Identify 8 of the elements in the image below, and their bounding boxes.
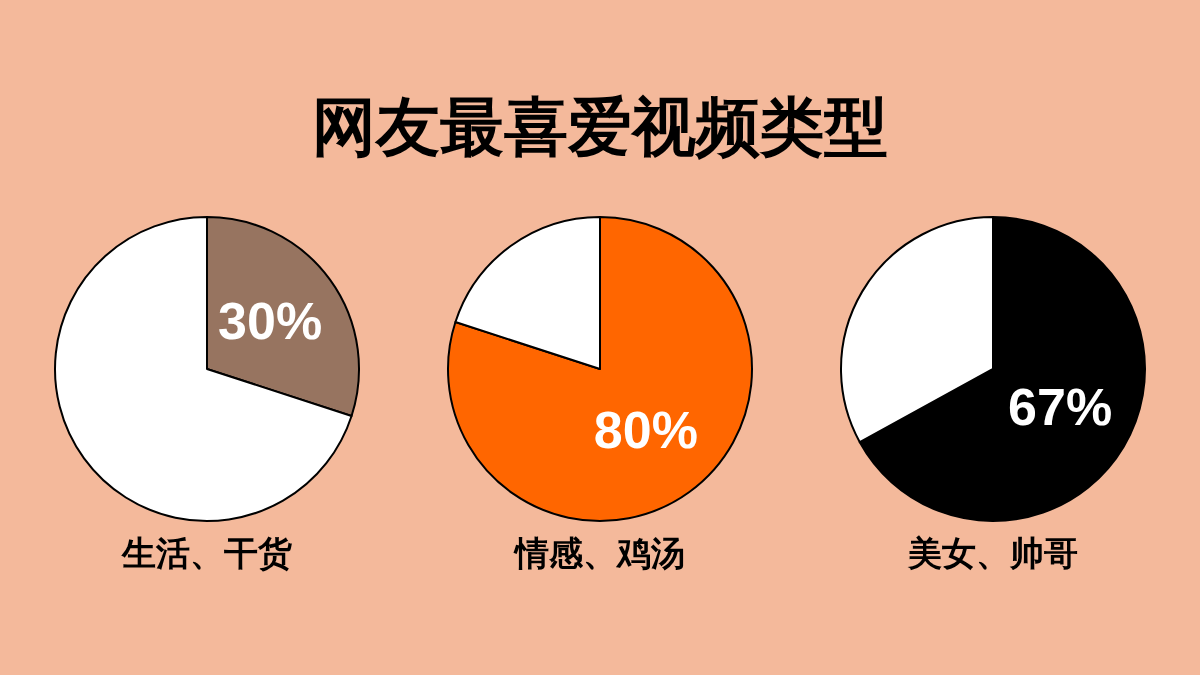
text: 美女、帅哥: [907, 533, 1078, 573]
pie-slice: [447, 216, 753, 522]
data-label: 30%: [218, 292, 323, 351]
data-label: 67%: [1008, 377, 1113, 436]
text: 生活、干货: [121, 533, 292, 573]
text: 情感、鸡汤: [513, 533, 685, 573]
data-label: 80%: [593, 401, 698, 460]
chart-title: 网友最喜爱视频类型: [312, 90, 888, 164]
